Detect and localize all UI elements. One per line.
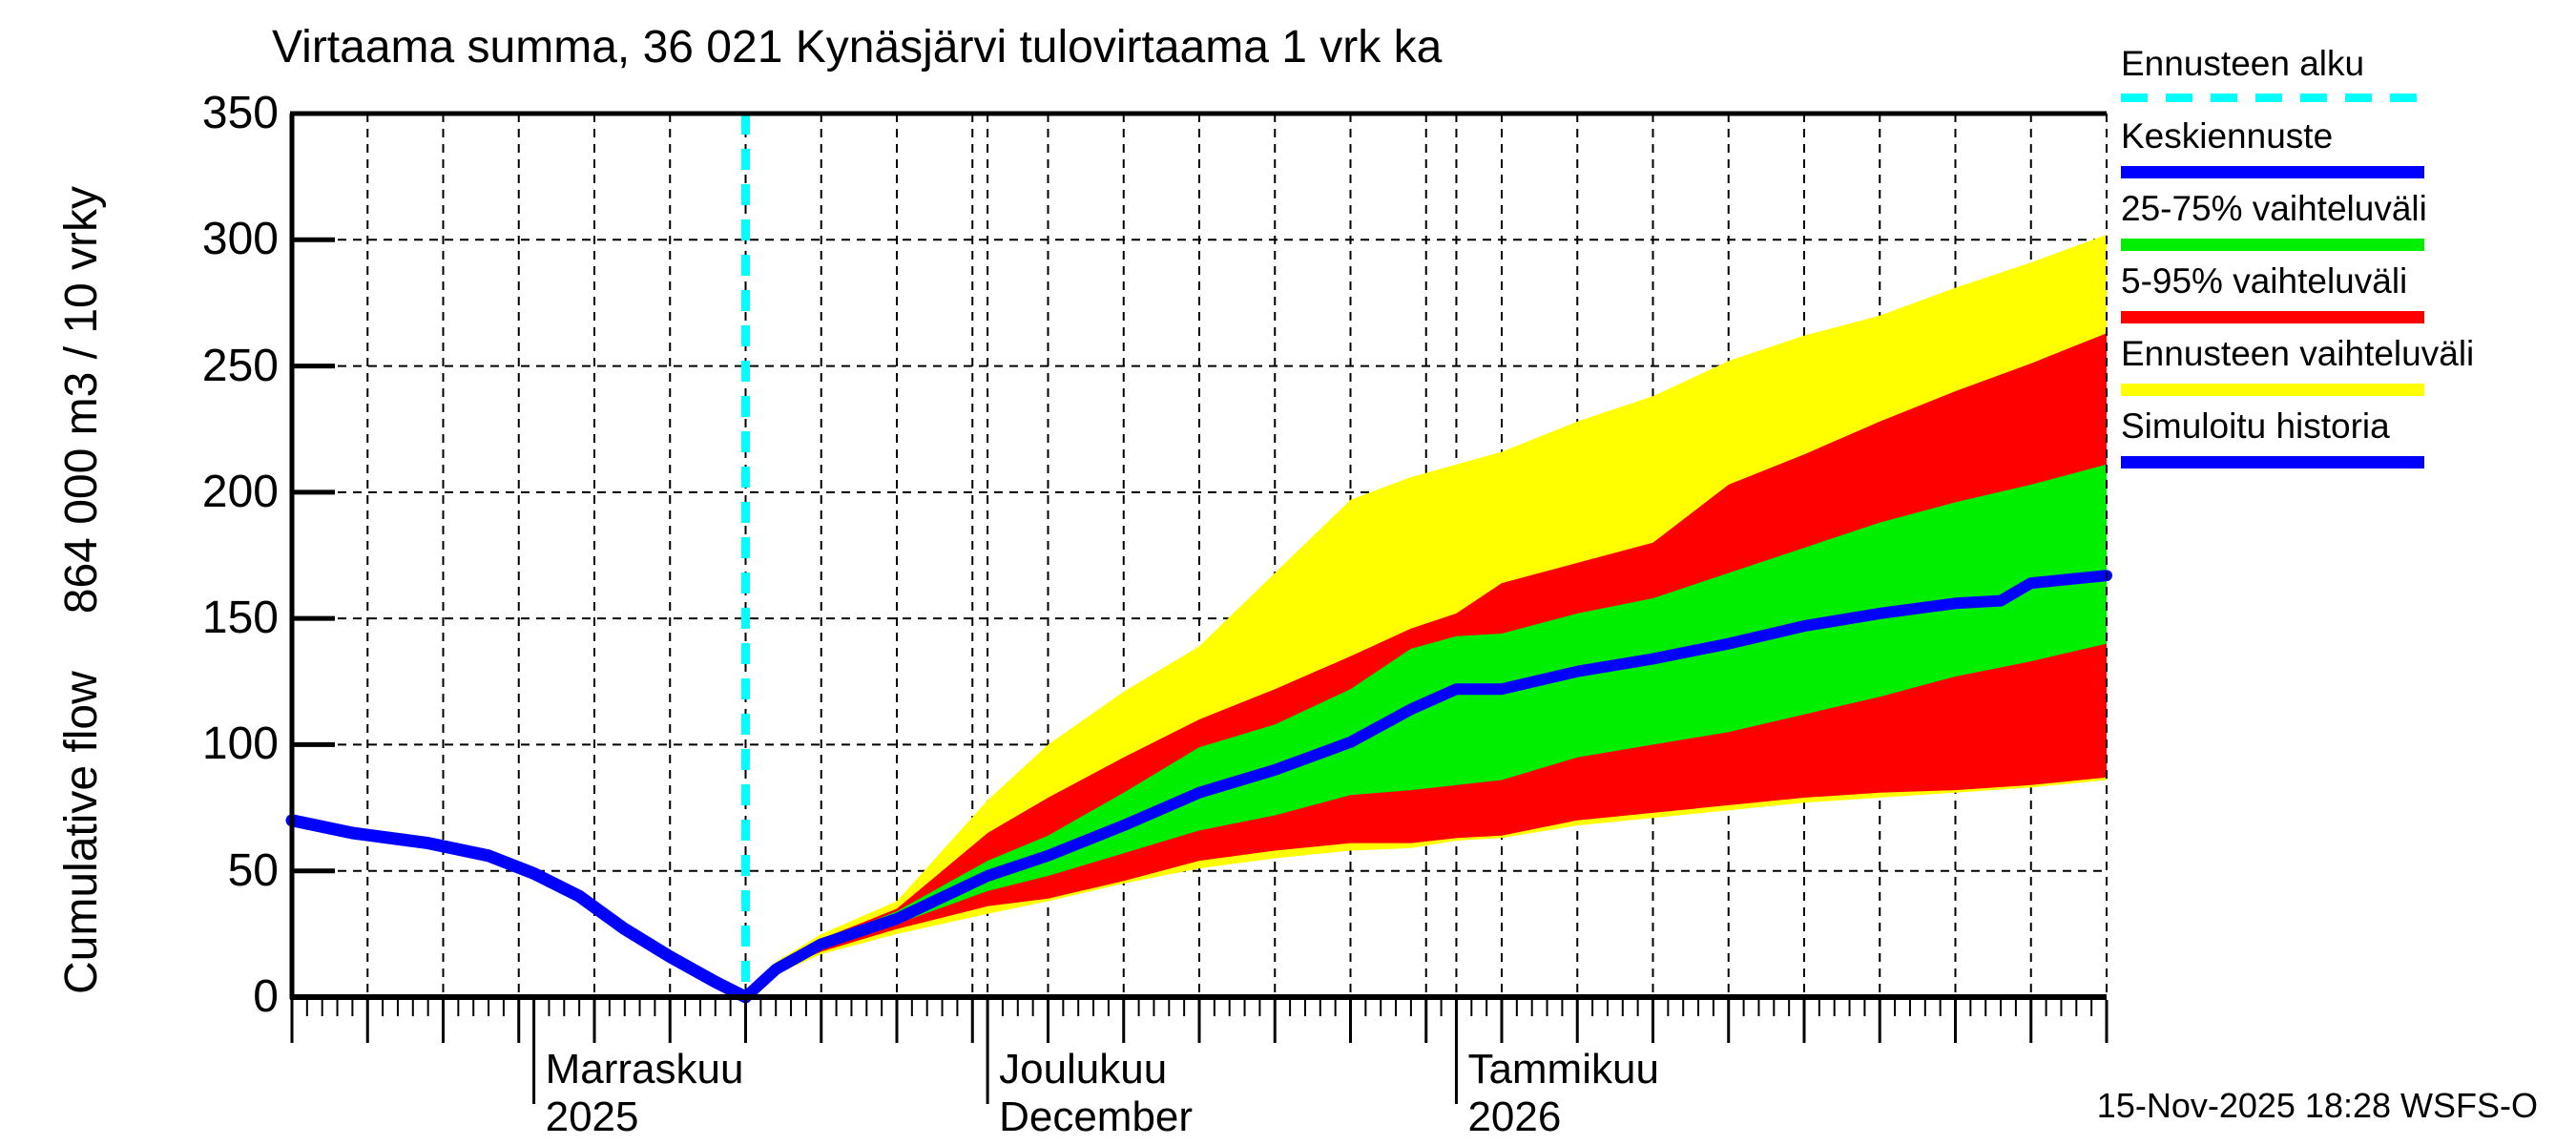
month-label-line2: 2026 bbox=[1467, 1093, 1562, 1140]
legend-swatch-bar bbox=[2121, 456, 2424, 468]
y-axis-label: Cumulative flow 864 000 m3 / 10 vrky bbox=[55, 186, 108, 994]
y-tick-label-200: 200 bbox=[201, 466, 279, 517]
legend-label: Ennusteen alku bbox=[2121, 44, 2365, 83]
y-tick-label-100: 100 bbox=[201, 718, 279, 770]
month-label-line2: December bbox=[999, 1093, 1194, 1140]
month-label-marraskuu: Marraskuu 2025 bbox=[546, 1046, 744, 1141]
legend-label: Keskiennuste bbox=[2121, 116, 2334, 156]
y-axis-label-units: 864 000 m3 / 10 vrky bbox=[56, 185, 107, 614]
legend-row-6: Simuloitu historia bbox=[2121, 406, 2569, 468]
month-label-tammikuu: Tammikuu 2026 bbox=[1467, 1046, 1659, 1141]
legend-swatch-dashed-line bbox=[2121, 94, 2424, 102]
history-line bbox=[285, 814, 752, 1004]
month-label-line1: Joulukuu bbox=[999, 1046, 1168, 1093]
datestamp: 15-Nov-2025 18:28 WSFS-O bbox=[2096, 1086, 2538, 1125]
y-tick-label-350: 350 bbox=[201, 88, 279, 138]
legend-row-2: Keskiennuste bbox=[2121, 116, 2569, 178]
month-label-line1: Marraskuu bbox=[545, 1046, 744, 1093]
y-tick-label-0: 0 bbox=[253, 971, 279, 1022]
legend-row-5: Ennusteen vaihteluväli bbox=[2121, 334, 2569, 396]
month-label-line2: 2025 bbox=[545, 1093, 639, 1140]
legend-swatch-bar bbox=[2121, 384, 2424, 396]
legend-label: 5-95% vaihteluväli bbox=[2121, 261, 2408, 301]
legend-swatch-bar bbox=[2121, 239, 2424, 251]
chart-title: Virtaama summa, 36 021 Kynäsjärvi tulovi… bbox=[272, 22, 1443, 73]
month-label-line1: Tammikuu bbox=[1467, 1046, 1659, 1093]
legend-swatch-bar bbox=[2121, 166, 2424, 178]
y-tick-label-300: 300 bbox=[201, 214, 279, 265]
legend-label: Simuloitu historia bbox=[2121, 406, 2390, 446]
band-green bbox=[745, 464, 2107, 997]
legend-label: 25-75% vaihteluväli bbox=[2121, 189, 2427, 228]
legend-label: Ennusteen vaihteluväli bbox=[2121, 334, 2475, 373]
median-forecast-line bbox=[739, 570, 2112, 1003]
y-axis-label-primary: Cumulative flow bbox=[56, 671, 107, 994]
y-tick-label-50: 50 bbox=[227, 844, 279, 896]
y-tick-label-150: 150 bbox=[201, 593, 279, 644]
legend-row-3: 25-75% vaihteluväli bbox=[2121, 189, 2569, 251]
y-tick-label-250: 250 bbox=[201, 340, 279, 391]
month-label-joulukuu: Joulukuu December bbox=[999, 1046, 1193, 1141]
legend-swatch-bar bbox=[2121, 311, 2424, 323]
legend-row-4: 5-95% vaihteluväli bbox=[2121, 261, 2569, 323]
legend-row-1: Ennusteen alku bbox=[2121, 44, 2569, 102]
